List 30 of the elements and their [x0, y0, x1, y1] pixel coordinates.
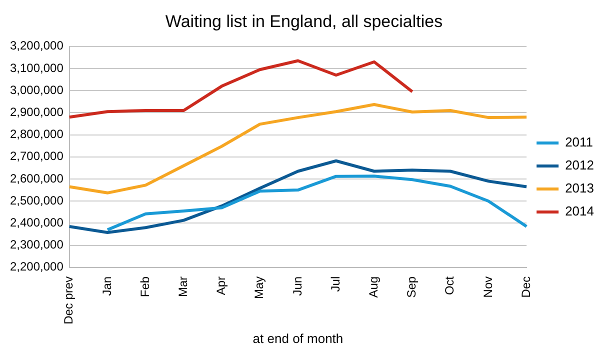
- y-tick-label: 2,800,000: [10, 127, 64, 142]
- y-tick-label: 2,600,000: [10, 171, 64, 186]
- x-tick-label: May: [252, 276, 266, 300]
- x-tick-label: Aug: [366, 276, 380, 298]
- y-tick-label: 2,500,000: [10, 193, 64, 208]
- legend-label: 2013: [565, 180, 594, 196]
- chart-title: Waiting list in England, all specialties: [165, 12, 443, 31]
- x-tick-label: Feb: [138, 276, 152, 298]
- x-tick-label: Nov: [480, 276, 495, 298]
- x-tick-label: Apr: [214, 276, 228, 296]
- y-tick-label: 3,100,000: [10, 60, 64, 75]
- x-tick-label: Sep: [404, 276, 419, 298]
- y-tick-label: 3,000,000: [10, 82, 64, 97]
- legend-label: 2011: [565, 134, 594, 150]
- y-tick-label: 2,200,000: [10, 260, 64, 274]
- x-tick-label: Oct: [442, 276, 457, 296]
- y-tick-label: 2,400,000: [10, 216, 64, 230]
- x-tick-label: Jun: [290, 276, 304, 296]
- x-tick-label: Mar: [176, 276, 190, 298]
- legend-label: 2014: [565, 204, 594, 219]
- x-tick-label: Jan: [100, 276, 114, 296]
- y-tick-label: 2,700,000: [10, 149, 64, 164]
- y-tick-label: 2,900,000: [10, 105, 64, 120]
- x-axis-title: at end of month: [252, 330, 344, 346]
- y-tick-label: 2,300,000: [10, 238, 64, 252]
- x-tick-label: Dec: [518, 276, 533, 298]
- x-tick-label: Jul: [328, 276, 342, 292]
- x-tick-label: Dec prev: [62, 276, 76, 324]
- legend-label: 2012: [565, 158, 594, 173]
- y-tick-label: 3,200,000: [10, 38, 64, 53]
